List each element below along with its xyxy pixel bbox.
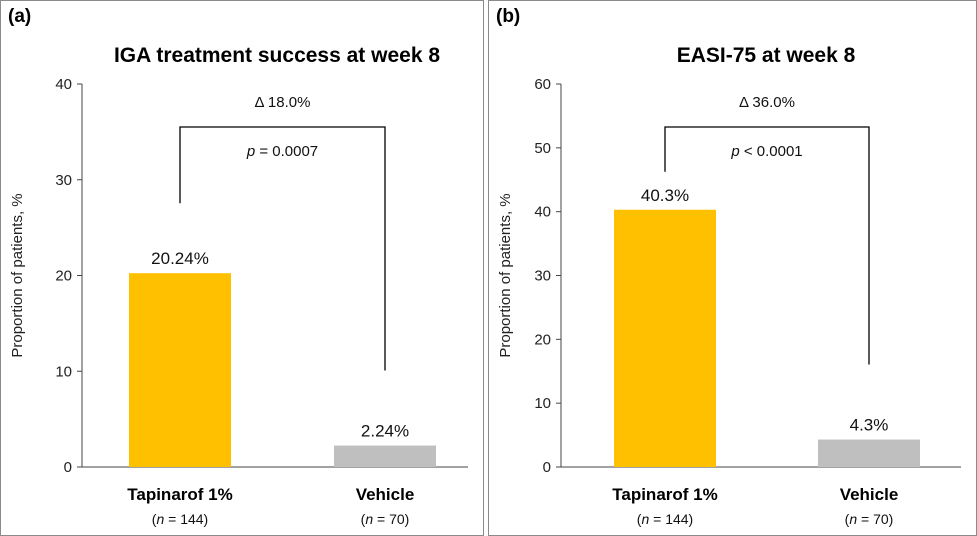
panel-label: (a): [8, 6, 31, 27]
y-tick-label: 0: [543, 459, 551, 476]
bar-vehicle: [334, 445, 436, 467]
bar-vehicle: [818, 439, 920, 467]
y-tick-label: 0: [64, 459, 72, 476]
panel-label: (b): [496, 6, 520, 27]
bar-value-label: 4.3%: [850, 416, 889, 435]
chart-title: IGA treatment success at week 8: [114, 44, 440, 67]
x-category-n-label: (n = 144): [637, 511, 693, 527]
y-axis-label: Proportion of patients, %: [9, 193, 26, 357]
x-category-label: Vehicle: [356, 485, 415, 504]
y-tick-label: 40: [534, 204, 551, 221]
x-category-n-label: (n = 144): [152, 511, 208, 527]
x-category-n-label: (n = 70): [845, 511, 894, 527]
x-category-label: Vehicle: [840, 485, 899, 504]
delta-label: Δ 36.0%: [739, 94, 795, 111]
y-tick-label: 40: [55, 76, 72, 93]
y-tick-label: 50: [534, 140, 551, 157]
x-category-n-label: (n = 70): [361, 511, 410, 527]
bar-value-label: 40.3%: [641, 186, 689, 205]
y-axis-label: Proportion of patients, %: [497, 193, 514, 357]
y-tick-label: 30: [534, 268, 551, 285]
chart-panel-b: (b) EASI-75 at week 8 0 10 20 30 40 50 60 Proport…: [488, 0, 977, 536]
p-value-label: p = 0.0007: [246, 143, 318, 160]
bar-tapinarof: [129, 273, 231, 467]
y-tick-label: 20: [534, 331, 551, 348]
delta-label: Δ 18.0%: [255, 94, 311, 111]
y-tick-label: 30: [55, 172, 72, 189]
y-tick-label: 10: [534, 395, 551, 412]
y-tick-label: 10: [55, 363, 72, 380]
significance-bracket: [664, 126, 870, 365]
chart-title: EASI-75 at week 8: [677, 44, 856, 67]
x-category-label: Tapinarof 1%: [127, 485, 232, 504]
p-value-label: p < 0.0001: [730, 143, 802, 160]
significance-bracket: [179, 126, 386, 371]
bar-value-label: 20.24%: [151, 249, 209, 268]
bar-tapinarof: [614, 209, 716, 468]
chart-panel-a: (a) IGA treatment success at week 8 0 10 20 3…: [0, 0, 484, 536]
y-tick-label: 20: [55, 268, 72, 285]
x-category-label: Tapinarof 1%: [612, 485, 717, 504]
y-tick-label: 60: [534, 76, 551, 93]
bar-value-label: 2.24%: [361, 422, 409, 441]
